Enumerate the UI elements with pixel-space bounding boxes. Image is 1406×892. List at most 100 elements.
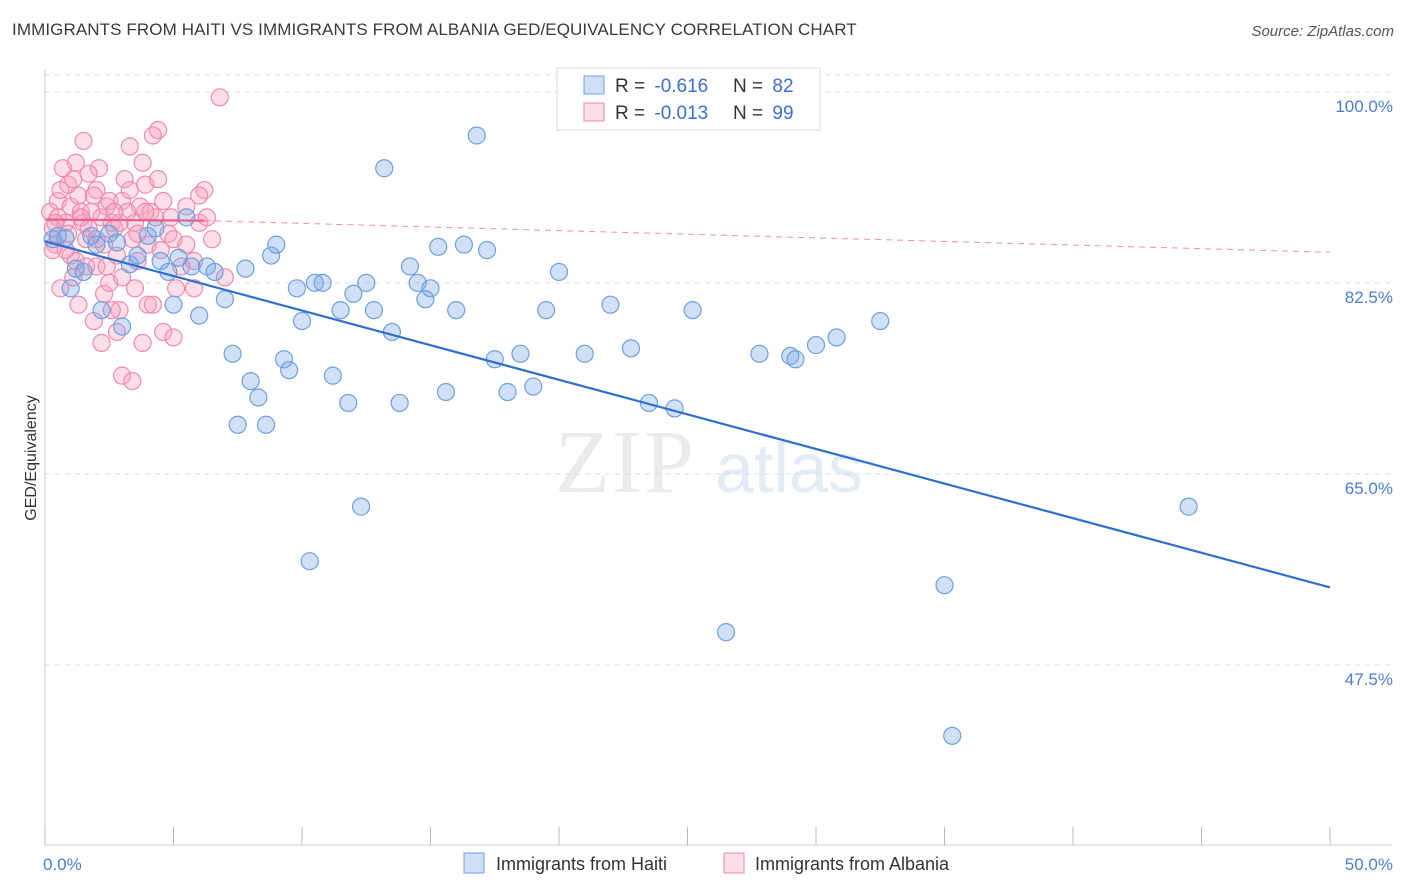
trend-lines: [44, 218, 1331, 589]
haiti-point: [537, 301, 556, 320]
haiti-point: [292, 311, 312, 331]
albania-points: [41, 88, 234, 391]
svg-text:R = -0.616: R = -0.616: [615, 76, 708, 97]
haiti-point: [313, 273, 332, 292]
haiti-point: [300, 552, 319, 571]
haiti-point: [267, 235, 286, 254]
haiti-point: [331, 301, 350, 320]
albania-point: [51, 180, 70, 200]
haiti-r-label: R =: [615, 76, 650, 97]
haiti-point: [357, 273, 376, 292]
albania-point: [146, 208, 165, 227]
haiti-point: [827, 328, 846, 347]
albania-n-value: 99: [772, 103, 793, 124]
y-tick-label: 65.0%: [1345, 479, 1393, 498]
haiti-point: [87, 235, 106, 254]
albania-point: [148, 120, 168, 140]
albania-point: [148, 170, 168, 189]
series-legend: Immigrants from Haiti Immigrants from Al…: [463, 852, 950, 874]
source-attribution: Source: ZipAtlas.com: [1251, 23, 1394, 40]
albania-point: [120, 180, 139, 200]
haiti-point: [382, 322, 402, 342]
haiti-point: [256, 415, 276, 434]
haiti-legend-swatch: [583, 75, 605, 95]
haiti-n-value: 82: [772, 76, 793, 97]
albania-point: [143, 126, 163, 145]
haiti-point: [511, 344, 530, 363]
albania-point: [154, 191, 173, 211]
haiti-point: [323, 366, 342, 385]
albania-point: [151, 241, 170, 260]
haiti-point: [421, 279, 440, 298]
albania-n-label: N =: [733, 103, 768, 124]
haiti-point: [400, 257, 420, 276]
axes: [44, 70, 1392, 846]
haiti-point: [447, 301, 466, 320]
haiti-point: [262, 246, 281, 265]
albania-point: [112, 366, 132, 385]
haiti-point: [575, 344, 594, 363]
haiti-point: [467, 126, 486, 145]
svg-text:N = 99: N = 99: [733, 103, 794, 124]
albania-point: [69, 295, 88, 314]
albania-point: [51, 279, 70, 298]
x-tick-label: 0.0%: [43, 855, 82, 874]
albania-point: [215, 268, 234, 287]
albania-point: [89, 159, 109, 178]
haiti-point: [601, 295, 620, 314]
haiti-point: [107, 233, 127, 252]
haiti-point: [781, 346, 800, 366]
albania-point: [197, 208, 217, 227]
haiti-point: [436, 382, 456, 402]
haiti-point: [112, 317, 132, 336]
haiti-point: [935, 576, 954, 595]
haiti-point: [786, 350, 805, 369]
haiti-point: [352, 497, 371, 516]
haiti-point: [305, 273, 324, 292]
albania-point: [184, 279, 204, 298]
albania-point: [105, 202, 124, 222]
albania-point: [164, 328, 183, 347]
haiti-point: [750, 344, 769, 363]
albania-point: [43, 241, 62, 260]
haiti-point: [228, 415, 247, 434]
albania-point: [102, 301, 121, 320]
haiti-point: [390, 393, 409, 413]
haiti-point: [344, 284, 363, 303]
albania-point: [84, 186, 103, 205]
y-axis-label: GED/Equivalency: [23, 395, 40, 520]
albania-point: [107, 322, 127, 342]
haiti-point: [74, 262, 93, 282]
haiti-series-label: Immigrants from Haiti: [496, 854, 667, 874]
haiti-point: [128, 246, 147, 265]
albania-point: [133, 153, 152, 172]
haiti-point: [524, 377, 543, 396]
albania-point: [177, 197, 196, 216]
albania-point: [136, 202, 155, 222]
haiti-point: [375, 159, 394, 178]
haiti-point: [223, 344, 242, 363]
albania-point: [202, 230, 222, 249]
haiti-point: [138, 226, 157, 246]
haiti-point: [806, 335, 826, 355]
haiti-point: [56, 228, 75, 248]
albania-point: [210, 88, 229, 107]
albania-r-value: -0.013: [654, 103, 708, 124]
albania-point: [190, 186, 209, 205]
watermark: ZIP atlas: [555, 413, 863, 512]
haiti-point: [943, 726, 962, 745]
grid-lines: [45, 74, 1392, 666]
albania-point: [92, 333, 111, 352]
haiti-point: [177, 208, 196, 227]
haiti-point: [164, 295, 183, 314]
haiti-point: [498, 382, 517, 402]
albania-trend-extension: [204, 220, 1331, 253]
svg-text:N = 82: N = 82: [733, 76, 794, 97]
haiti-r-value: -0.616: [654, 76, 708, 97]
haiti-point: [477, 241, 497, 260]
haiti-points: [43, 126, 1198, 745]
albania-point: [154, 322, 173, 342]
albania-point: [143, 295, 163, 314]
haiti-point: [871, 311, 890, 331]
